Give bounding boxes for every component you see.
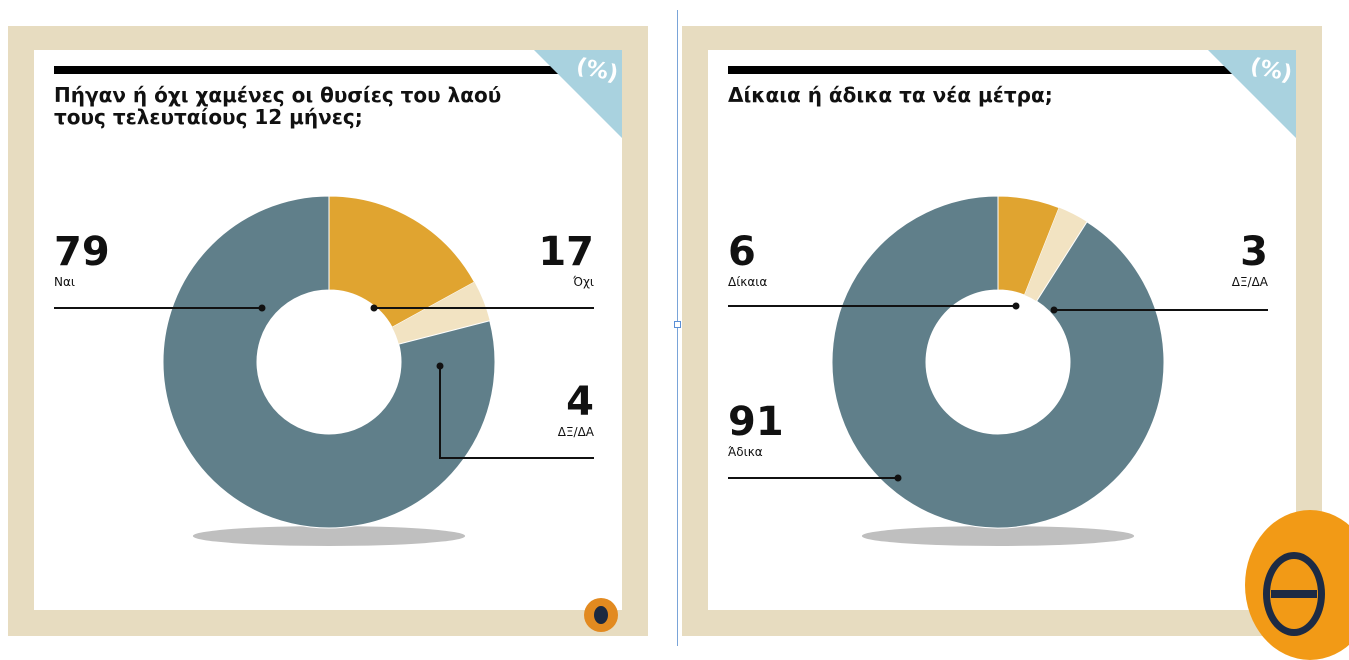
donut-slice (392, 282, 490, 345)
leader-line (439, 366, 594, 459)
chart-title: Δίκαια ή άδικα τα νέα μέτρα; (728, 83, 1053, 107)
slice-category-label: ΔΞ/ΔΑ (558, 425, 595, 439)
percent-corner-badge (1208, 50, 1296, 138)
donut-slice (328, 195, 476, 328)
leader-dot (436, 362, 444, 370)
leader-dot (370, 304, 378, 312)
slice-value-label: 3 (1240, 229, 1268, 275)
slice-category-label: Δίκαια (728, 275, 767, 289)
slice-value-label: 6 (728, 229, 756, 275)
percent-corner-badge (534, 50, 622, 138)
column-divider (677, 10, 678, 646)
donut-slice (831, 195, 1165, 529)
leader-dot (258, 304, 266, 312)
donut-slice (1024, 207, 1087, 302)
leader-dot (894, 474, 902, 482)
slice-category-label: Ναι (54, 275, 75, 289)
header-rule (54, 66, 574, 74)
slice-category-label: ΔΞ/ΔΑ (1232, 275, 1269, 289)
donut-slice (162, 195, 496, 529)
chart-panel-left: (%) Πήγαν ή όχι χαμένες οι θυσίες του λα… (8, 26, 648, 636)
slice-value-label: 91 (728, 399, 784, 445)
divider-handle[interactable] (674, 321, 681, 328)
small-logo-icon (584, 598, 618, 632)
slice-value-label: 4 (566, 379, 594, 425)
leader-dot (1012, 302, 1020, 310)
chart-panel-right: (%) Δίκαια ή άδικα τα νέα μέτρα; 6 Δίκαια… (682, 26, 1322, 636)
chart-title: Πήγαν ή όχι χαμένες οι θυσίες του λαού τ… (54, 83, 502, 129)
header-rule (728, 66, 1248, 74)
theta-logo-icon (1245, 510, 1349, 660)
chart-panel-left-inner: (%) Πήγαν ή όχι χαμένες οι θυσίες του λα… (34, 50, 622, 610)
chart-panel-right-inner: (%) Δίκαια ή άδικα τα νέα μέτρα; 6 Δίκαια… (708, 50, 1296, 610)
donut-shadow (861, 526, 1135, 546)
slice-value-label: 79 (54, 229, 110, 275)
slice-category-label: Όχι (572, 275, 594, 289)
donut-slice (997, 195, 1060, 296)
leader-dot (1050, 306, 1058, 314)
slice-value-label: 17 (538, 229, 594, 275)
donut-shadow (192, 526, 466, 546)
slice-category-label: Άδικα (728, 445, 763, 459)
